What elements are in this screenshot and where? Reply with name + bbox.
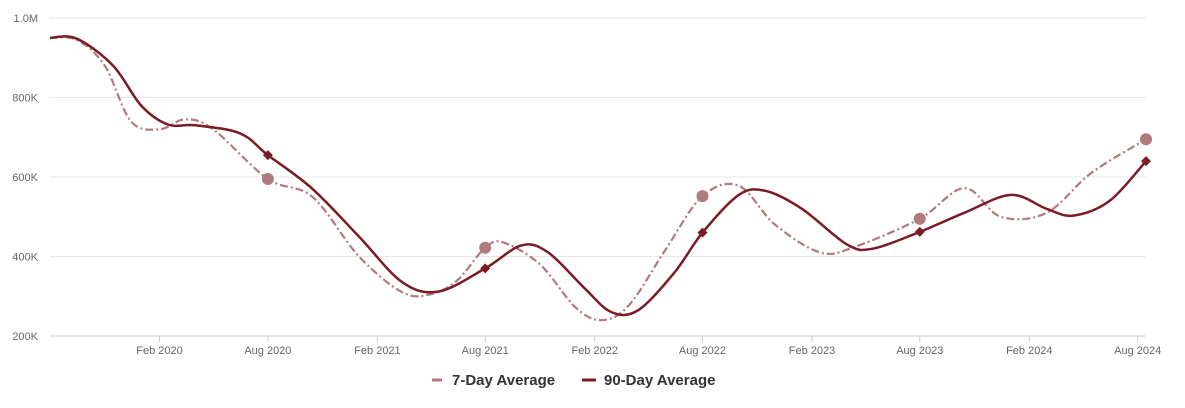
series-markers	[261, 133, 1152, 274]
x-axis-tick-labels: Feb 2020 Aug 2020 Feb 2021 Aug 2021 Feb 2022…	[136, 345, 1161, 357]
y-tick-label: 800K	[12, 93, 38, 105]
legend-item-7-day-average[interactable]: 7-Day Average	[432, 372, 555, 389]
data-point-7-day-average[interactable]	[261, 172, 274, 185]
grid-lines	[50, 17, 1146, 257]
data-point-90-day-average[interactable]	[480, 263, 491, 274]
x-tick-label: Aug 2020	[244, 345, 291, 357]
y-tick-label: 600K	[12, 172, 38, 184]
x-axis	[50, 335, 1146, 342]
legend-item-90-day-average[interactable]: 90-Day Average	[582, 372, 715, 389]
x-tick-label: Feb 2022	[571, 345, 617, 357]
series-lines	[49, 35, 1147, 322]
y-axis-tick-labels: 200K 400K 600K 800K 1.0M	[12, 13, 38, 343]
x-tick-label: Aug 2023	[896, 345, 943, 357]
data-point-7-day-average[interactable]	[479, 241, 492, 254]
series-line-7-day-average	[49, 36, 1147, 322]
data-point-90-day-average[interactable]	[697, 227, 708, 238]
series-line-90-day-average	[49, 35, 1147, 317]
y-tick-label: 1.0M	[14, 13, 38, 25]
y-tick-label: 400K	[12, 252, 38, 264]
x-tick-label: Feb 2023	[789, 345, 835, 357]
legend[interactable]: 7-Day Average 90-Day Average	[432, 372, 715, 389]
data-point-7-day-average[interactable]	[696, 190, 709, 203]
x-tick-label: Feb 2020	[136, 345, 182, 357]
x-tick-label: Feb 2021	[354, 345, 400, 357]
x-tick-label: Aug 2022	[679, 345, 726, 357]
data-point-7-day-average[interactable]	[1140, 133, 1152, 146]
data-point-90-day-average[interactable]	[262, 150, 273, 161]
legend-label: 7-Day Average	[452, 372, 555, 389]
x-tick-label: Aug 2021	[462, 345, 509, 357]
data-point-7-day-average[interactable]	[913, 212, 926, 225]
x-tick-label: Aug 2024	[1114, 345, 1161, 357]
legend-label: 90-Day Average	[604, 372, 715, 389]
y-tick-label: 200K	[12, 331, 38, 343]
x-tick-label: Feb 2024	[1006, 345, 1052, 357]
data-point-90-day-average[interactable]	[914, 226, 925, 237]
data-point-90-day-average[interactable]	[1141, 156, 1151, 167]
